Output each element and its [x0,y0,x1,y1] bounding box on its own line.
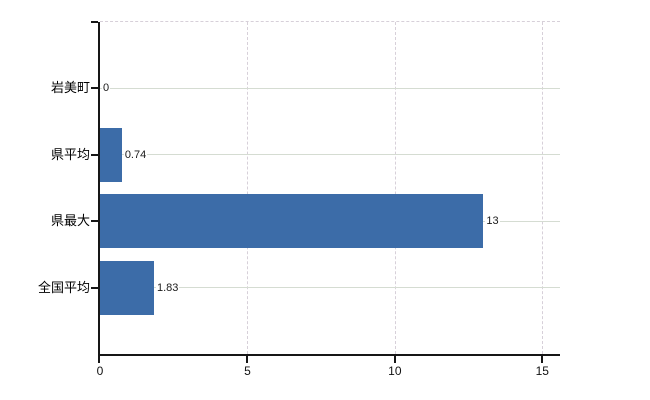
gridline-horizontal [100,154,560,156]
x-axis-tick [393,356,396,363]
bar-value-label: 0 [102,81,111,96]
gridline-horizontal [100,87,560,89]
bar [100,260,154,315]
bar-value-label: 1.83 [155,280,180,295]
y-axis-tick [91,286,98,289]
gridline-horizontal [100,287,560,289]
category-label: 県最大 [50,213,90,229]
category-label: 岩美町 [50,80,90,96]
gridline-vertical [394,22,396,354]
y-axis-end-tick [91,21,98,23]
y-axis-tick [91,153,98,156]
y-axis-tick [91,220,98,223]
plot-top-border [100,21,560,22]
bar [100,127,122,182]
bar-value-label: 0.74 [123,147,148,162]
y-axis [98,22,100,356]
bar [100,194,484,249]
plot-area: 0 5 10 15 0 岩美町 0.74 県平均 13 県最大 1.83 全国平均 [38,21,560,378]
x-tick-label: 0 [96,364,104,378]
x-tick-label: 10 [388,364,402,378]
y-axis-tick [91,87,98,90]
x-axis-tick [541,356,544,363]
gridline-vertical [542,22,544,354]
x-tick-label: 5 [244,364,251,378]
x-axis-tick [246,356,249,363]
category-label: 全国平均 [37,279,90,295]
x-tick-label: 15 [535,364,549,378]
bar-value-label: 13 [485,214,500,229]
x-axis-tick [98,356,100,363]
gridline-vertical [247,22,249,354]
x-axis [98,354,560,356]
category-label: 県平均 [50,146,90,162]
